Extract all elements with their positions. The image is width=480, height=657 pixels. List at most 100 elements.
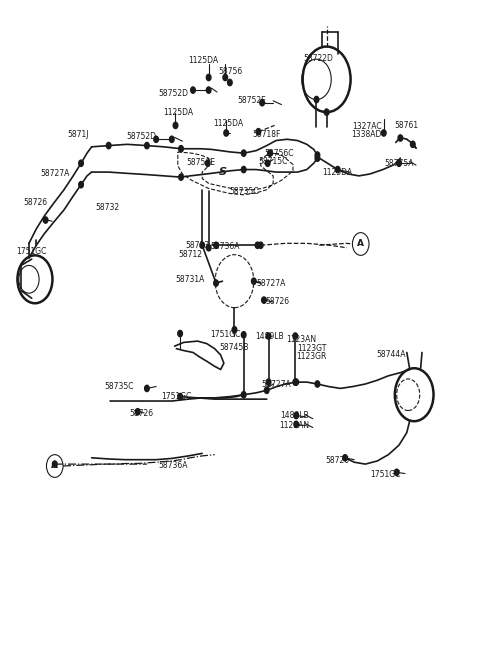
Text: 58752D: 58752D bbox=[126, 131, 156, 141]
Text: 58726: 58726 bbox=[23, 198, 47, 207]
Circle shape bbox=[154, 136, 158, 143]
Text: 58736A: 58736A bbox=[158, 461, 188, 470]
Circle shape bbox=[107, 143, 111, 148]
Circle shape bbox=[293, 379, 298, 385]
Text: 5871J: 5871J bbox=[67, 129, 88, 139]
Text: 58727A: 58727A bbox=[40, 170, 70, 179]
Circle shape bbox=[398, 135, 403, 141]
Text: 58718F: 58718F bbox=[252, 129, 281, 139]
Circle shape bbox=[241, 332, 246, 338]
Text: 58756: 58756 bbox=[219, 66, 243, 76]
Text: 1123AN: 1123AN bbox=[279, 420, 310, 430]
Text: 58761: 58761 bbox=[395, 121, 419, 130]
Circle shape bbox=[256, 129, 261, 135]
Circle shape bbox=[262, 297, 266, 304]
Circle shape bbox=[315, 155, 320, 162]
Text: 58775A: 58775A bbox=[384, 159, 414, 168]
Text: 58722D: 58722D bbox=[303, 54, 333, 63]
Text: 1489LB: 1489LB bbox=[256, 332, 284, 340]
Text: 1327AC: 1327AC bbox=[352, 122, 382, 131]
Circle shape bbox=[266, 379, 271, 385]
Text: 1125DA: 1125DA bbox=[163, 108, 193, 117]
Text: 58735C: 58735C bbox=[229, 187, 258, 196]
Circle shape bbox=[241, 392, 246, 398]
Circle shape bbox=[214, 242, 218, 248]
Circle shape bbox=[410, 141, 415, 147]
Text: A: A bbox=[357, 240, 364, 248]
Circle shape bbox=[173, 122, 178, 129]
Circle shape bbox=[324, 109, 329, 116]
Text: 1125DA: 1125DA bbox=[214, 119, 243, 128]
Circle shape bbox=[255, 242, 260, 248]
Text: 1489LB: 1489LB bbox=[280, 411, 309, 420]
Text: 1751GC: 1751GC bbox=[16, 247, 47, 256]
Circle shape bbox=[135, 409, 140, 415]
Text: 1123GT: 1123GT bbox=[297, 344, 326, 353]
Circle shape bbox=[395, 469, 399, 476]
Circle shape bbox=[144, 143, 149, 148]
Text: 58726: 58726 bbox=[129, 409, 153, 418]
Text: 58752D: 58752D bbox=[158, 89, 188, 98]
Circle shape bbox=[144, 385, 149, 392]
Circle shape bbox=[396, 160, 401, 166]
Text: 58732: 58732 bbox=[95, 203, 120, 212]
Text: 58752E: 58752E bbox=[237, 96, 266, 104]
Circle shape bbox=[315, 381, 320, 387]
Circle shape bbox=[382, 130, 386, 136]
Text: 1751GC: 1751GC bbox=[370, 470, 400, 480]
Circle shape bbox=[79, 160, 84, 166]
Text: 58756E: 58756E bbox=[186, 158, 216, 167]
Text: 58735C: 58735C bbox=[105, 382, 134, 391]
Circle shape bbox=[179, 174, 183, 180]
Circle shape bbox=[224, 130, 228, 136]
Circle shape bbox=[223, 74, 228, 81]
Circle shape bbox=[260, 100, 264, 106]
Text: 1123GR: 1123GR bbox=[296, 352, 326, 361]
Circle shape bbox=[241, 150, 246, 156]
Text: 58727A: 58727A bbox=[257, 279, 286, 288]
Circle shape bbox=[178, 330, 182, 336]
Circle shape bbox=[228, 79, 232, 85]
Circle shape bbox=[264, 387, 269, 394]
Text: 1125DA: 1125DA bbox=[323, 168, 353, 177]
Text: 1123AN: 1123AN bbox=[286, 335, 316, 344]
Text: 1125DA: 1125DA bbox=[188, 56, 218, 65]
Circle shape bbox=[294, 379, 299, 385]
Circle shape bbox=[314, 97, 319, 102]
Circle shape bbox=[252, 278, 256, 284]
Text: 58726: 58726 bbox=[266, 297, 290, 306]
Text: 58715C: 58715C bbox=[259, 158, 288, 166]
Text: 58756C: 58756C bbox=[264, 148, 294, 158]
Circle shape bbox=[79, 181, 84, 188]
Text: 58745B: 58745B bbox=[220, 343, 249, 352]
Text: S: S bbox=[218, 167, 227, 177]
Circle shape bbox=[241, 166, 246, 173]
Text: 5B727A: 5B727A bbox=[261, 380, 291, 388]
Circle shape bbox=[294, 413, 299, 419]
Circle shape bbox=[206, 74, 211, 81]
Circle shape bbox=[52, 461, 57, 467]
Text: 1751GC: 1751GC bbox=[210, 330, 240, 339]
Circle shape bbox=[43, 217, 48, 223]
Circle shape bbox=[265, 160, 270, 166]
Circle shape bbox=[258, 242, 263, 248]
Circle shape bbox=[294, 421, 299, 428]
Circle shape bbox=[232, 327, 237, 333]
Circle shape bbox=[205, 160, 210, 166]
Circle shape bbox=[206, 87, 211, 93]
Text: 1338AD: 1338AD bbox=[351, 130, 382, 139]
Circle shape bbox=[179, 146, 183, 152]
Text: 58736A: 58736A bbox=[211, 242, 240, 251]
Circle shape bbox=[336, 166, 340, 173]
Circle shape bbox=[178, 394, 182, 399]
Circle shape bbox=[266, 333, 271, 339]
Circle shape bbox=[343, 455, 348, 461]
Text: 1751GC: 1751GC bbox=[161, 392, 192, 401]
Circle shape bbox=[315, 152, 320, 158]
Text: A: A bbox=[51, 461, 58, 470]
Circle shape bbox=[191, 87, 195, 93]
Circle shape bbox=[200, 242, 204, 248]
Circle shape bbox=[206, 244, 211, 251]
Circle shape bbox=[169, 136, 174, 143]
Circle shape bbox=[293, 333, 298, 339]
